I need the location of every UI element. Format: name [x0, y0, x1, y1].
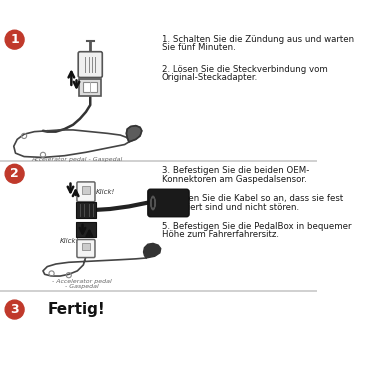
- Text: Klick!: Klick!: [60, 238, 79, 244]
- Text: Original-Steckadapter.: Original-Steckadapter.: [162, 73, 258, 82]
- Text: 3: 3: [10, 303, 19, 316]
- Text: Konnektoren am Gaspedalsensor.: Konnektoren am Gaspedalsensor.: [162, 175, 306, 184]
- Circle shape: [5, 300, 24, 319]
- Text: Klick!: Klick!: [96, 189, 115, 195]
- Circle shape: [5, 30, 24, 49]
- Text: 1. Schalten Sie die Zündung aus und warten: 1. Schalten Sie die Zündung aus und wart…: [162, 35, 354, 44]
- FancyBboxPatch shape: [77, 239, 95, 258]
- Text: - Gaspedal: - Gaspedal: [65, 284, 99, 289]
- Bar: [82, 186, 90, 194]
- Text: Fertig!: Fertig!: [47, 302, 105, 317]
- Text: 2: 2: [10, 167, 19, 180]
- FancyBboxPatch shape: [78, 52, 102, 77]
- Polygon shape: [126, 125, 142, 142]
- Bar: [76, 202, 96, 218]
- FancyBboxPatch shape: [77, 182, 95, 202]
- Text: 1: 1: [10, 33, 19, 46]
- FancyBboxPatch shape: [79, 79, 101, 96]
- Text: 3. Befestigen Sie die beiden OEM-: 3. Befestigen Sie die beiden OEM-: [162, 166, 309, 175]
- Text: 5. Befestigen Sie die PedalBox in bequemer: 5. Befestigen Sie die PedalBox in bequem…: [162, 222, 351, 231]
- Text: 2. Lösen Sie die Steckverbindung vom: 2. Lösen Sie die Steckverbindung vom: [162, 65, 327, 73]
- Text: Höhe zum Fahrerfahrersitz.: Höhe zum Fahrerfahrersitz.: [162, 231, 279, 239]
- Text: 4. Legen Sie die Kabel so an, dass sie fest: 4. Legen Sie die Kabel so an, dass sie f…: [162, 194, 343, 203]
- Circle shape: [5, 164, 24, 183]
- Text: - Accelerator pedal: - Accelerator pedal: [52, 279, 111, 284]
- Bar: [82, 244, 90, 250]
- Bar: [83, 82, 97, 92]
- Text: Accelerator pedal - Gaspedal: Accelerator pedal - Gaspedal: [32, 156, 123, 162]
- Text: installiert sind und nicht stören.: installiert sind und nicht stören.: [162, 203, 299, 212]
- Polygon shape: [144, 244, 161, 258]
- FancyBboxPatch shape: [148, 189, 189, 217]
- Text: Sie fünf Minuten.: Sie fünf Minuten.: [162, 43, 235, 52]
- Bar: [76, 222, 96, 237]
